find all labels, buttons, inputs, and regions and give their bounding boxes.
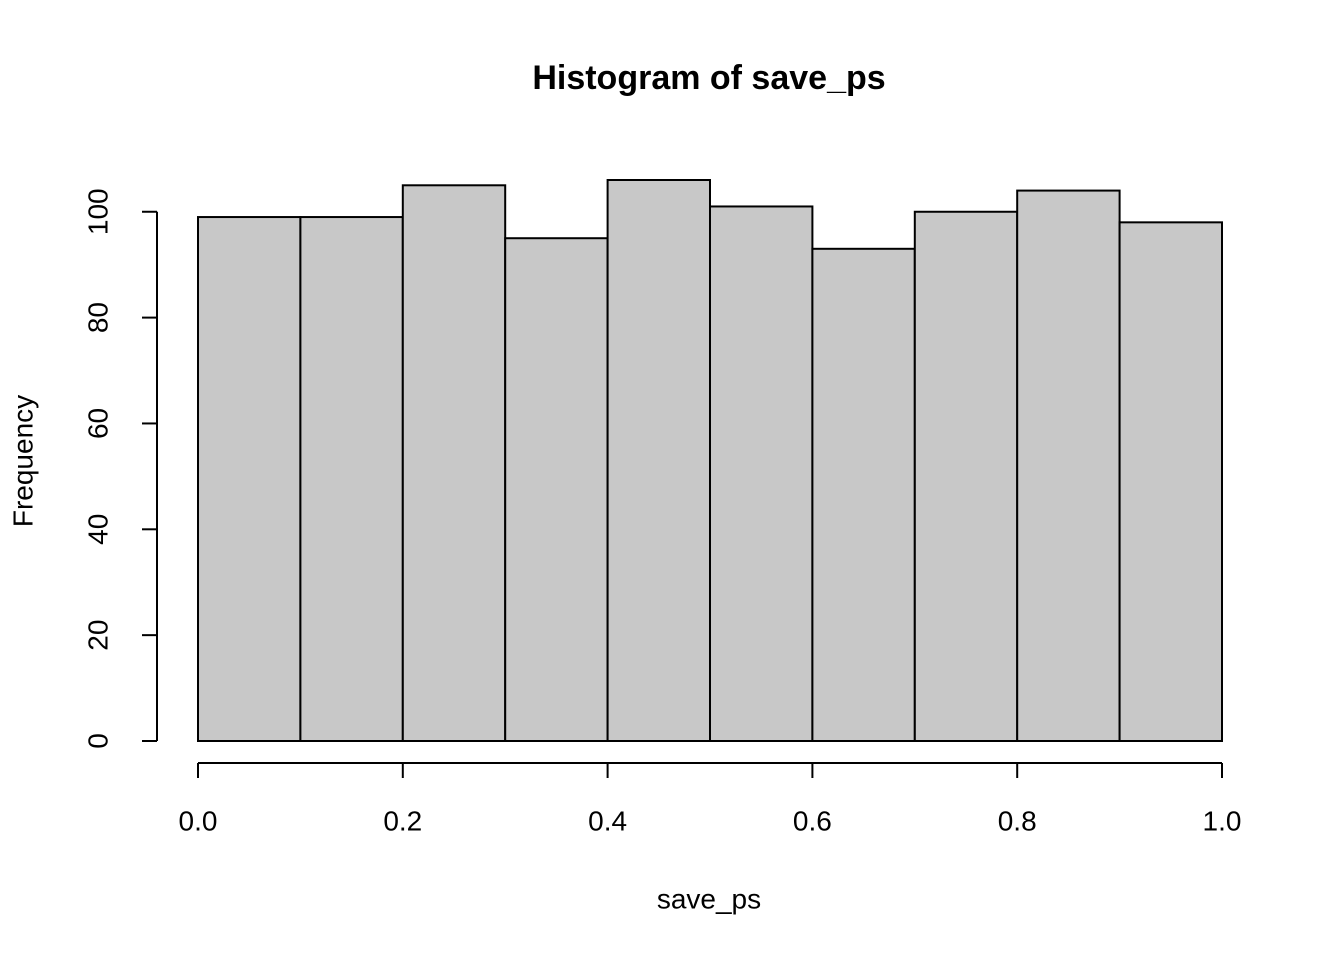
x-tick-label: 1.0 xyxy=(1203,805,1242,836)
x-tick-label: 0.4 xyxy=(588,805,627,836)
y-tick-label: 40 xyxy=(82,514,113,545)
y-tick-label: 0 xyxy=(82,733,113,749)
x-tick-label: 0.6 xyxy=(793,805,832,836)
y-tick-label: 60 xyxy=(82,408,113,439)
bar xyxy=(606,179,711,742)
x-tick-label: 0.8 xyxy=(998,805,1037,836)
y-tick-label: 80 xyxy=(82,302,113,333)
y-axis-label: Frequency xyxy=(7,395,38,527)
bar xyxy=(1016,189,1121,742)
bar xyxy=(709,205,814,742)
bar xyxy=(913,210,1019,743)
x-tick-label: 0.2 xyxy=(383,805,422,836)
bar xyxy=(504,237,609,742)
chart-title: Histogram of save_ps xyxy=(532,59,885,97)
bar xyxy=(811,247,916,742)
bar xyxy=(299,216,404,742)
y-tick-label: 20 xyxy=(82,620,113,651)
bar xyxy=(401,184,507,742)
x-axis-label: save_ps xyxy=(657,883,761,914)
bar xyxy=(197,216,302,742)
bar xyxy=(1118,221,1223,743)
x-tick-label: 0.0 xyxy=(179,805,218,836)
y-tick-label: 100 xyxy=(82,188,113,235)
